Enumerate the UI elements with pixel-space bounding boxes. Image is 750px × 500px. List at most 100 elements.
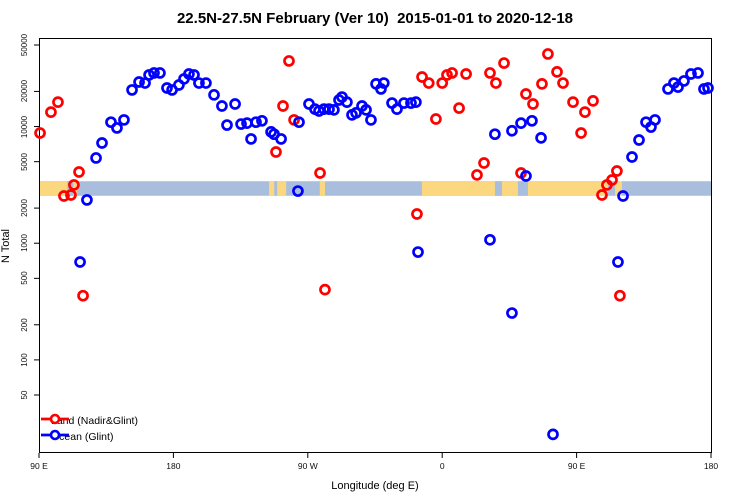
data-point — [460, 68, 472, 80]
chart-legend: Land (Nadir&Glint) Ocean (Glint) — [41, 413, 138, 445]
x-tick-label: 90 E — [567, 461, 586, 471]
y-tick-label: 200 — [20, 318, 29, 332]
data-point — [360, 104, 372, 116]
data-point — [375, 83, 387, 95]
data-point — [614, 289, 626, 302]
x-tick-label: 180 — [166, 461, 181, 471]
data-point — [221, 119, 233, 131]
data-point — [270, 146, 282, 158]
data-point — [200, 77, 212, 89]
data-point — [478, 157, 490, 169]
data-point — [52, 96, 64, 108]
plot-border — [39, 38, 712, 453]
data-point — [596, 189, 608, 201]
x-tick-label: 180 — [703, 461, 719, 471]
data-point — [90, 152, 102, 164]
map-strip-land — [614, 181, 622, 196]
data-point — [557, 77, 569, 89]
y-tick-label: 5000 — [20, 152, 29, 171]
data-point — [547, 428, 559, 441]
data-point — [567, 96, 579, 108]
data-point — [633, 134, 645, 146]
data-point — [430, 113, 442, 125]
data-point — [617, 190, 629, 202]
data-point — [685, 68, 697, 80]
data-point — [65, 189, 77, 201]
y-tick-label: 50 — [20, 390, 29, 400]
x-tick-label: 90 E — [30, 461, 48, 471]
data-point — [245, 133, 257, 145]
data-point — [328, 104, 340, 116]
data-point — [235, 118, 247, 130]
data-point — [484, 233, 496, 246]
data-point — [692, 67, 704, 79]
data-point — [446, 67, 458, 79]
data-point — [520, 88, 532, 100]
data-point — [391, 103, 403, 115]
ocean-series-marker-icon — [41, 429, 69, 441]
data-point — [256, 114, 268, 127]
data-point — [292, 185, 304, 197]
data-point — [293, 116, 305, 129]
data-point — [188, 69, 200, 81]
map-strip-ocean-patch — [274, 181, 278, 196]
data-point — [436, 77, 449, 89]
data-point — [208, 88, 220, 101]
data-point — [105, 116, 117, 129]
data-point — [216, 100, 228, 112]
data-point — [77, 289, 89, 302]
data-point — [410, 96, 422, 108]
data-point — [526, 114, 538, 127]
data-point — [275, 133, 287, 145]
data-point — [412, 246, 424, 258]
y-tick-label: 50000 — [20, 33, 29, 57]
map-strip-ocean-patch — [494, 181, 502, 196]
data-point — [154, 67, 166, 79]
x-tick-label: 0 — [439, 461, 445, 471]
data-point — [81, 194, 93, 206]
data-point — [193, 77, 205, 89]
data-point — [34, 127, 46, 139]
data-point — [377, 77, 390, 89]
data-point — [645, 121, 657, 133]
data-point — [58, 190, 70, 202]
data-point — [365, 114, 377, 126]
data-point — [411, 208, 423, 220]
data-point — [422, 77, 435, 89]
data-point — [183, 68, 195, 80]
y-tick-label: 2000 — [20, 199, 29, 217]
data-point — [111, 122, 123, 134]
data-point — [471, 169, 483, 181]
data-point — [515, 117, 527, 129]
land-series-marker-icon — [41, 413, 69, 425]
data-point — [484, 67, 496, 79]
data-point — [241, 117, 253, 129]
map-strip-land — [268, 181, 287, 196]
legend-label-land: Land (Nadir&Glint) — [51, 415, 138, 427]
data-point — [314, 167, 326, 179]
data-point — [133, 76, 145, 88]
data-point — [527, 98, 539, 110]
data-point — [350, 107, 362, 119]
data-point — [453, 102, 465, 114]
y-tick-label: 10000 — [20, 115, 29, 138]
map-strip-ocean-patch — [517, 181, 528, 196]
y-tick-label: 100 — [20, 353, 29, 367]
y-tick-label: 20000 — [20, 80, 29, 103]
data-point — [579, 106, 591, 118]
data-point — [416, 71, 428, 83]
data-point — [626, 151, 638, 163]
data-point — [277, 100, 289, 112]
data-point — [68, 179, 80, 191]
data-point — [148, 67, 160, 79]
data-point — [405, 97, 417, 109]
map-strip-land — [319, 181, 325, 196]
data-point — [283, 55, 295, 67]
data-point — [73, 166, 85, 178]
data-point — [535, 132, 547, 144]
data-point — [250, 116, 262, 129]
data-point — [678, 75, 690, 87]
y-tick-label: 500 — [20, 271, 29, 286]
data-point — [575, 127, 587, 139]
